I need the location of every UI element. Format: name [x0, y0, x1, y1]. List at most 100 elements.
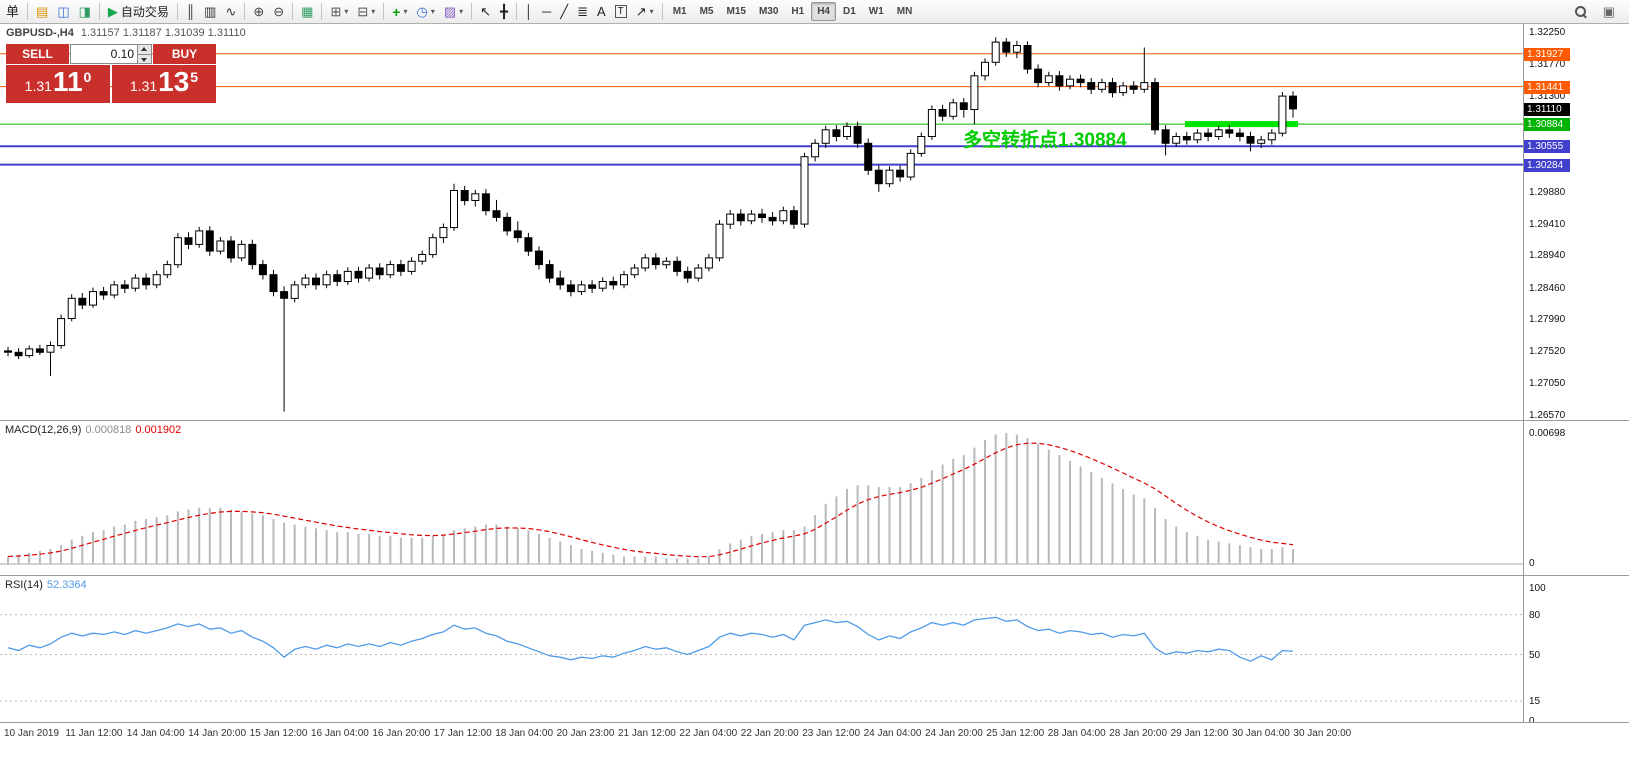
macd-scale[interactable]: 0.00698 0 — [1523, 421, 1629, 575]
timeframe-h1-button[interactable]: H1 — [791, 6, 805, 17]
time-label: 20 Jan 23:00 — [556, 728, 615, 739]
dropdown-caret-icon: ▾ — [430, 7, 435, 16]
autotrading-button[interactable]: ▶ 自动交易 — [104, 2, 173, 22]
time-label: 30 Jan 20:00 — [1293, 728, 1352, 739]
rsi-panel: RSI(14)52.3364 100 80 50 15 0 — [0, 575, 1629, 727]
rsi-scale-label: 100 — [1529, 583, 1546, 594]
vertical-line-icon: │ — [524, 4, 534, 19]
volume-down-button[interactable] — [138, 53, 151, 63]
time-label: 17 Jan 12:00 — [433, 728, 492, 739]
window-list-button[interactable]: ▣ — [1599, 2, 1619, 22]
price-badge-1.30555: 1.30555 — [1524, 140, 1570, 154]
text-icon: A — [596, 4, 606, 19]
chart-shift-button[interactable]: ⊟ ▾ — [353, 2, 379, 22]
templates-button[interactable]: ▨ ▾ — [440, 2, 467, 22]
time-axis[interactable]: 10 Jan 2019 11 Jan 12:00 14 Jan 04:00 14 Ja… — [0, 722, 1629, 745]
search-button[interactable] — [1571, 2, 1591, 22]
new-order-button[interactable]: 单 — [2, 2, 23, 22]
line-chart-icon: ∿ — [225, 4, 237, 19]
volume-up-button[interactable] — [138, 45, 151, 54]
toolbar-separator — [292, 3, 294, 20]
timeframe-mn-button[interactable]: MN — [896, 6, 913, 17]
macd-signal-line — [7, 442, 1294, 558]
timeframe-m30-button[interactable]: M30 — [758, 6, 779, 17]
macd-plot[interactable]: MACD(12,26,9) 0.000818 0.001902 — [0, 421, 1523, 575]
time-label: 28 Jan 04:00 — [1047, 728, 1106, 739]
crosshair-button[interactable]: ╋ — [496, 2, 512, 22]
plus-icon: + — [392, 3, 401, 20]
main-chart-plot[interactable]: 多空转折点1.30884 GBPUSD-,H4 1.31157 1.31187 1… — [0, 24, 1523, 420]
tile-windows-button[interactable]: ▦ — [297, 2, 317, 22]
macd-histogram — [7, 433, 1294, 564]
sell-price-frac: 0 — [83, 69, 92, 85]
annotation-text[interactable]: 多空转折点1.30884 — [963, 128, 1127, 151]
periods-button[interactable]: ◷ ▾ — [413, 2, 439, 22]
rsi-scale[interactable]: 100 80 50 15 0 — [1523, 576, 1629, 727]
text-label-button[interactable]: T — [611, 2, 631, 22]
time-label: 14 Jan 20:00 — [188, 728, 247, 739]
profile-button[interactable]: ◫ — [53, 2, 73, 22]
arrange-charts-button[interactable]: ⊞ ▾ — [326, 2, 352, 22]
zoom-out-icon: ⊖ — [273, 4, 285, 19]
macd-panel: MACD(12,26,9) 0.000818 0.001902 0.00698 0 — [0, 420, 1629, 575]
price-badge-1.31927: 1.31927 — [1524, 47, 1570, 61]
volume-input[interactable]: 0.10 — [110, 47, 134, 61]
toolbox-icon: ▤ — [36, 4, 49, 19]
fibonacci-button[interactable]: ≣ — [573, 2, 592, 22]
time-label: 15 Jan 12:00 — [249, 728, 308, 739]
one-click-trading-panel: SELL 0.10 BUY 1.31 11 0 — [6, 44, 216, 103]
arrow-objects-button[interactable]: ↗ ▾ — [632, 2, 658, 22]
profile-icon: ◫ — [57, 4, 70, 19]
support-zone-highlight[interactable] — [1185, 121, 1298, 128]
symbol-name: GBPUSD-,H4 — [6, 27, 74, 39]
time-label: 24 Jan 20:00 — [925, 728, 983, 739]
buy-button[interactable]: BUY — [153, 44, 216, 64]
dropdown-caret-icon: ▾ — [344, 7, 349, 16]
timeframe-h4-button[interactable]: H4 — [811, 2, 836, 21]
sell-price-button[interactable]: 1.31 11 0 — [6, 65, 110, 103]
sell-button[interactable]: SELL — [6, 44, 69, 64]
vertical-line-button[interactable]: │ — [521, 2, 537, 22]
template-icon: ▨ — [443, 4, 457, 19]
zoom-in-button[interactable]: ⊕ — [249, 2, 268, 22]
buy-price-button[interactable]: 1.31 13 5 — [112, 65, 216, 103]
market-watch-button[interactable]: ◨ — [75, 2, 95, 22]
cursor-button[interactable]: ↖ — [476, 2, 495, 22]
time-label: 24 Jan 04:00 — [863, 728, 922, 739]
zoom-out-button[interactable]: ⊖ — [269, 2, 288, 22]
timeframe-d1-button[interactable]: D1 — [843, 6, 856, 17]
candlestick-chart-svg: 多空转折点1.30884 — [0, 37, 1523, 412]
line-chart-type-button[interactable]: ∿ — [221, 2, 240, 22]
price-tick-label: 1.29410 — [1529, 218, 1566, 230]
price-scale[interactable]: 1.32250 1.31770 1.31300 1.29880 1.29410 1.289… — [1523, 24, 1629, 421]
time-label: 29 Jan 12:00 — [1170, 728, 1229, 739]
time-label: 18 Jan 04:00 — [495, 728, 554, 739]
candlestick-chart-type-button[interactable]: ▥ — [200, 2, 220, 22]
add-indicator-button[interactable]: + ▾ — [388, 2, 411, 22]
price-badge-1.30284: 1.30284 — [1524, 158, 1570, 172]
rsi-plot[interactable]: RSI(14) 52.3364 — [0, 576, 1523, 722]
market-watch-icon: ◨ — [78, 4, 91, 19]
timeframe-m1-button[interactable]: M1 — [672, 6, 687, 17]
horizontal-line-button[interactable]: ─ — [538, 2, 555, 22]
toolbar-separator — [244, 3, 246, 20]
autotrading-button-label: 自动交易 — [120, 5, 169, 19]
timeframe-w1-button[interactable]: W1 — [868, 6, 884, 17]
timeframe-m15-button[interactable]: M15 — [726, 6, 746, 17]
text-label-icon: T — [614, 5, 627, 18]
macd-signal-value: 0.001902 — [135, 424, 182, 436]
dropdown-caret-icon: ▾ — [649, 7, 654, 16]
window-icon: ▣ — [1602, 4, 1615, 19]
text-button[interactable]: A — [593, 2, 610, 22]
trendline-button[interactable]: ╱ — [556, 2, 572, 22]
toolbox-button[interactable]: ▤ — [32, 2, 52, 22]
timeframe-m5-button[interactable]: M5 — [699, 6, 714, 17]
toolbar: 单 ▤ ◫ ◨ ▶ 自动交易 ║ ▥ ∿ ⊕ ⊖ ▦ ⊞ ▾ ⊟ ▾ + ▾ ◷ ▾ ▨ ▾ ↖ ╋ │ ─ ╱ ≣ A T ↗ ▾ M1 M5 M… — [0, 0, 1629, 24]
rsi-line — [7, 616, 1294, 662]
buy-price-main: 13 — [158, 66, 190, 97]
search-icon — [1574, 5, 1587, 18]
price-tick-label: 1.27990 — [1529, 314, 1566, 326]
rsi-scale-label: 0 — [1529, 716, 1535, 727]
dropdown-caret-icon: ▾ — [403, 7, 408, 16]
bar-chart-type-button[interactable]: ║ — [182, 2, 199, 22]
